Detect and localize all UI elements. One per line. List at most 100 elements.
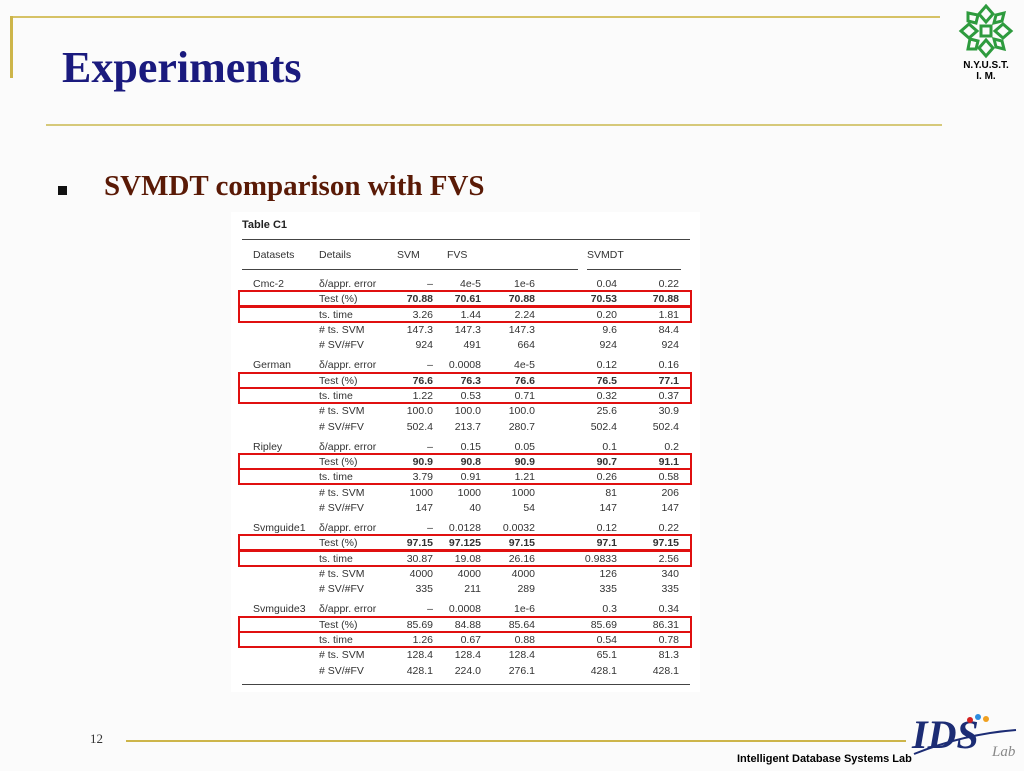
table-cell: 1.22 xyxy=(412,390,433,403)
table-cell: 206 xyxy=(661,486,679,499)
table-cell: 97.15 xyxy=(508,537,535,550)
table-cell: 85.69 xyxy=(406,618,433,631)
table-cell: 4e-5 xyxy=(459,278,481,290)
table-cell: 280.7 xyxy=(508,420,535,433)
table-cell: 0.0032 xyxy=(502,522,535,535)
table-detail-label: Test (%) xyxy=(319,618,358,631)
table-header-2: SVM xyxy=(397,249,420,261)
table-detail-label: ts. time xyxy=(319,390,353,403)
table-cell: 2.56 xyxy=(658,552,679,565)
table-cell: 81.3 xyxy=(658,649,679,662)
table-caption: Table C1 xyxy=(242,219,288,231)
highlight-box xyxy=(238,549,692,567)
table-cell: 85.64 xyxy=(508,618,535,631)
table-detail-label: # SV/#FV xyxy=(319,420,364,433)
table-cell: 97.15 xyxy=(652,537,679,550)
table-cell: 76.6 xyxy=(514,374,535,387)
table-cell: – xyxy=(427,603,433,616)
slide-title: Experiments xyxy=(62,43,302,92)
table-cell: 0.88 xyxy=(514,634,535,647)
table-cell: 84.88 xyxy=(454,618,481,631)
table-cell: 0.1 xyxy=(602,440,617,453)
table-cell: 428.1 xyxy=(652,664,679,677)
results-table-image: Table C1 Datasets Details SVM FVS SVMDT Cmc-2… xyxy=(231,212,700,692)
table-dataset-label: German xyxy=(253,359,291,372)
table-detail-label: δ/appr. error xyxy=(319,359,377,372)
table-cell: 76.3 xyxy=(460,374,481,387)
table-cell: 1000 xyxy=(511,486,535,499)
table-cell: 90.9 xyxy=(412,456,433,469)
highlight-box xyxy=(238,305,692,323)
table-cell: 76.5 xyxy=(596,374,617,387)
table-cell: 9.6 xyxy=(602,324,617,337)
table-cell: 77.1 xyxy=(658,374,679,387)
table-detail-label: δ/appr. error xyxy=(319,603,377,616)
table-cell: 147.3 xyxy=(508,324,535,337)
table-cell: 30.87 xyxy=(406,552,433,565)
table-cell: 1.26 xyxy=(412,634,433,647)
table-detail-label: # ts. SVM xyxy=(319,324,365,337)
table-detail-label: # ts. SVM xyxy=(319,486,365,499)
table-cell: 276.1 xyxy=(508,664,535,677)
table-cell: 126 xyxy=(599,568,617,581)
square-bullet-icon xyxy=(58,186,67,195)
table-cell: 25.6 xyxy=(596,405,617,418)
table-cell: 0.05 xyxy=(514,440,535,453)
table-detail-label: Test (%) xyxy=(319,293,358,306)
table-cell: 97.15 xyxy=(406,537,433,550)
table-cell: 128.4 xyxy=(406,649,433,662)
table-cell: 0.16 xyxy=(658,359,679,372)
table-cell: 1e-6 xyxy=(513,278,535,290)
institution-name-line2: I. M. xyxy=(976,71,996,82)
table-cell: 0.0008 xyxy=(448,359,481,372)
table-cell: 147.3 xyxy=(406,324,433,337)
table-cell: 0.9833 xyxy=(584,552,617,565)
table-detail-label: ts. time xyxy=(319,552,353,565)
table-header-0: Datasets xyxy=(253,249,295,261)
table-cell: 0.34 xyxy=(658,603,679,616)
table-top-rule xyxy=(242,239,690,240)
table-cell: 85.69 xyxy=(590,618,617,631)
highlight-box xyxy=(238,631,692,649)
table-cell: 491 xyxy=(463,339,481,352)
table-cell: 0.12 xyxy=(596,359,617,372)
table-cell: 502.4 xyxy=(590,420,617,433)
table-cell: 224.0 xyxy=(454,664,481,677)
ids-lab-logo: IDS Lab xyxy=(904,704,1022,766)
footer-lab-name: Intelligent Database Systems Lab xyxy=(737,753,912,765)
table-cell: 0.04 xyxy=(596,278,617,290)
table-bottom-rule xyxy=(242,684,690,685)
table-cell: 0.3 xyxy=(602,603,617,616)
table-cell: 335 xyxy=(599,583,617,596)
table-detail-label: # ts. SVM xyxy=(319,405,365,418)
table-cell: 90.9 xyxy=(514,456,535,469)
svg-text:Lab: Lab xyxy=(991,744,1016,760)
table-detail-label: ts. time xyxy=(319,471,353,484)
table-cell: 340 xyxy=(661,568,679,581)
table-dataset-label: Cmc-2 xyxy=(253,278,284,290)
table-cell: 54 xyxy=(523,502,535,515)
table-cell: 3.79 xyxy=(412,471,433,484)
table-cell: 502.4 xyxy=(652,420,679,433)
table-header-3: FVS xyxy=(447,249,468,261)
table-detail-label: # SV/#FV xyxy=(319,339,364,352)
table-cell: 924 xyxy=(599,339,617,352)
table-cell: 4000 xyxy=(457,568,481,581)
table-cell: 26.16 xyxy=(508,552,535,565)
table-cell: 0.0008 xyxy=(448,603,481,616)
nyust-snowflake-icon xyxy=(958,3,1014,59)
table-cell: 1000 xyxy=(457,486,481,499)
table-cell: 211 xyxy=(464,583,481,596)
header-rule-left xyxy=(242,269,578,270)
table-cell: 40 xyxy=(469,502,481,515)
table-cell: 65.1 xyxy=(596,649,617,662)
highlight-box xyxy=(238,468,692,486)
table-cell: 1000 xyxy=(409,486,433,499)
institution-name-line1: N.Y.U.S.T. xyxy=(963,60,1009,71)
table-cell: 1.21 xyxy=(514,471,535,484)
table-cell: 0.78 xyxy=(658,634,679,647)
table-cell: 30.9 xyxy=(658,405,679,418)
table-header-4: SVMDT xyxy=(587,249,624,261)
table-cell: 0.22 xyxy=(658,278,679,290)
table-cell: – xyxy=(427,440,433,453)
